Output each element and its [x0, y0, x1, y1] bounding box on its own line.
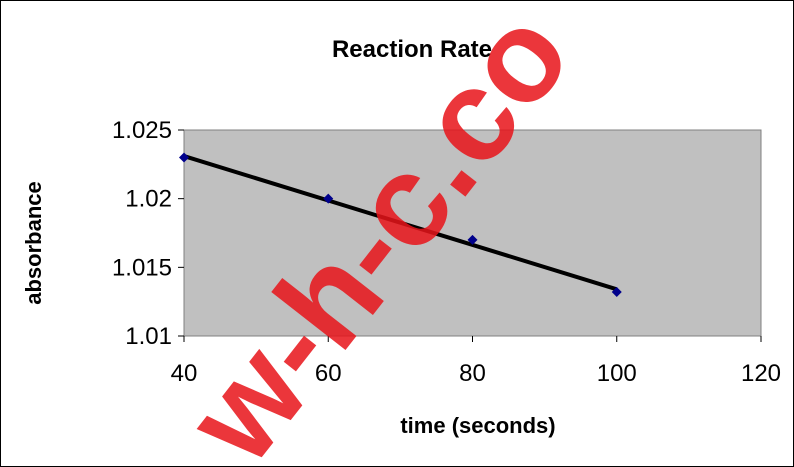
plot-area: [183, 129, 762, 337]
data-points: [179, 152, 622, 298]
x-tick-label: 60: [315, 360, 342, 387]
data-point: [179, 152, 189, 163]
data-point: [611, 287, 622, 298]
y-tick-label: 1.02: [125, 186, 172, 213]
x-tick-label: 120: [741, 360, 781, 387]
chart-title: Reaction Rate: [332, 36, 492, 63]
trendline: [183, 154, 618, 292]
x-axis-label: time (seconds): [400, 413, 555, 438]
y-axis: 1.01 1.015 1.02 1.025: [112, 117, 184, 350]
y-axis-label: absorbance: [21, 181, 46, 305]
x-tick-label: 40: [171, 360, 198, 387]
y-tick-label: 1.01: [125, 323, 172, 350]
x-tick-label: 80: [459, 360, 486, 387]
data-point: [323, 193, 334, 204]
data-point: [467, 234, 478, 245]
y-tick-label: 1.015: [112, 254, 172, 281]
x-tick-label: 100: [597, 360, 637, 387]
x-axis: 40 60 80 100 120: [171, 336, 781, 387]
y-tick-label: 1.025: [112, 117, 172, 144]
